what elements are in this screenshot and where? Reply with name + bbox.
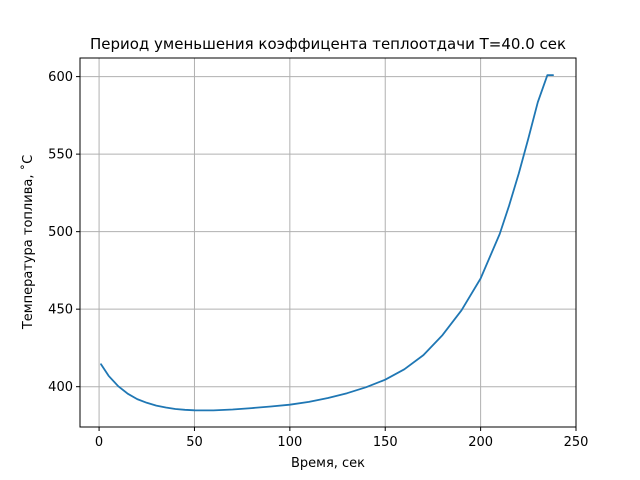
series-layer: [100, 74, 554, 412]
y-tick-label: 550: [48, 148, 73, 163]
y-tick-label: 450: [48, 303, 73, 318]
series-line-0: [100, 74, 554, 412]
x-tick-label: 0: [95, 435, 103, 450]
x-tick-label: 200: [468, 435, 493, 450]
plot-frame: [79, 57, 577, 428]
x-axis-label: Время, сек: [291, 456, 365, 471]
y-tick-label: 400: [48, 380, 73, 395]
y-axis-ticks: 400 450 500 550 600: [48, 70, 80, 395]
y-axis-label: Температура топлива, ˚C: [20, 155, 36, 330]
y-tick-label: 600: [48, 70, 73, 85]
x-axis-ticks: 0 50 100 150 200 250: [95, 427, 588, 450]
x-tick-label: 100: [277, 435, 302, 450]
x-tick-label: 50: [186, 435, 203, 450]
chart-title: Период уменьшения коэффицента теплоотдач…: [90, 35, 566, 53]
x-tick-label: 150: [373, 435, 398, 450]
x-tick-label: 250: [564, 435, 589, 450]
y-tick-label: 500: [48, 225, 73, 240]
